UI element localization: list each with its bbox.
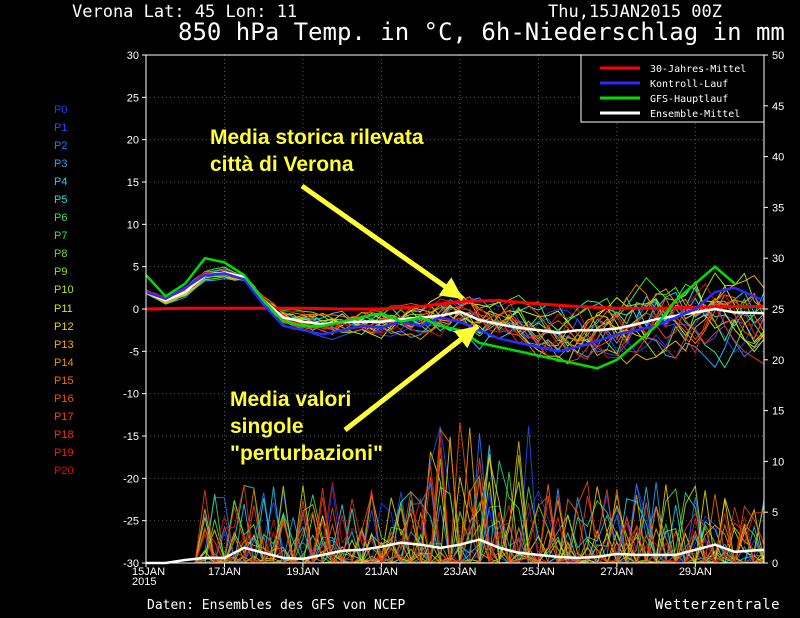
member-precip-line	[146, 422, 765, 565]
member-label-p16: P16	[54, 392, 74, 405]
member-label-p12: P12	[54, 320, 74, 333]
legend-entry: GFS-Hauptlauf	[650, 94, 728, 105]
member-label-p9: P9	[54, 266, 68, 279]
member-label-p18: P18	[54, 428, 74, 441]
member-label-p8: P8	[54, 248, 68, 261]
member-label-p15: P15	[54, 374, 74, 387]
data-credit: Daten: Ensembles des GFS von NCEP	[147, 598, 406, 613]
x-tick-label: 27JAN	[600, 566, 633, 578]
station-label: Verona Lat: 45 Lon: 11	[72, 2, 298, 22]
x-tick-label: 21JAN	[365, 566, 398, 578]
left-tick-label: 10	[127, 219, 139, 231]
member-label-p3: P3	[54, 158, 68, 171]
annotation-ensemble-mean: Media valori singole "perturbazioni"	[230, 388, 383, 465]
left-tick-label: 15	[127, 177, 139, 189]
x-tick-label: 29JAN	[679, 566, 712, 578]
annotation-historical-mean: Media storica rilevata città di Verona	[210, 126, 424, 176]
left-tick-label: -5	[129, 346, 139, 358]
left-tick-label: 0	[133, 304, 139, 316]
left-tick-label: 30	[127, 50, 139, 62]
member-label-p10: P10	[54, 284, 74, 297]
left-tick-label: 5	[133, 262, 139, 274]
left-tick-label: -25	[123, 516, 139, 528]
series-gfs-hauptlauf	[145, 256, 736, 370]
legend: 30-Jahres-Mittel Kontroll-Lauf GFS-Hauptla…	[580, 54, 765, 123]
right-tick-label: 40	[772, 152, 784, 164]
member-precip-line	[146, 465, 765, 565]
legend-box	[580, 54, 765, 123]
x-tick-label: 25JAN	[522, 566, 555, 578]
member-label-p19: P19	[54, 446, 74, 459]
series-kontroll-lauf	[145, 272, 765, 353]
chart-title: 850 hPa Temp. in °C, 6h-Niederschlag in …	[178, 18, 785, 46]
arrow-head	[438, 277, 463, 299]
member-label-p4: P4	[54, 176, 68, 189]
left-tick-label: -15	[123, 431, 139, 443]
member-label-p20: P20	[54, 464, 74, 477]
arrow-shaft	[300, 183, 465, 302]
left-tick-label: 20	[127, 135, 139, 147]
x-tick-label: 15JAN	[132, 566, 165, 578]
member-label-p11: P11	[54, 302, 73, 315]
arrow-shaft	[343, 324, 480, 432]
right-tick-label: 15	[772, 406, 784, 418]
right-tick-label: 10	[772, 456, 784, 468]
member-label-p2: P2	[54, 140, 68, 153]
left-tick-label: -20	[123, 473, 139, 485]
legend-entry: Ensemble-Mittel	[650, 109, 740, 120]
left-tick-label: 25	[127, 92, 139, 104]
right-tick-label: 50	[772, 50, 784, 62]
tick-labels: 302520151050-5-10-15-20-25-3050454035302…	[123, 50, 784, 588]
right-tick-label: 30	[772, 253, 784, 265]
member-label-p1: P1	[54, 122, 68, 135]
right-tick-label: 45	[772, 101, 784, 113]
arrow-head	[453, 326, 478, 349]
member-label-p17: P17	[54, 410, 74, 423]
main-series-lines	[145, 256, 765, 565]
member-label-p13: P13	[54, 338, 74, 351]
x-tick-label: 23JAN	[443, 566, 476, 578]
member-label-p14: P14	[54, 356, 74, 369]
series-ensemble-mittel	[146, 538, 765, 565]
member-label-p5: P5	[54, 194, 68, 207]
legend-entry: Kontroll-Lauf	[650, 79, 728, 90]
legend-entry: 30-Jahres-Mittel	[650, 64, 746, 75]
left-tick-label: -10	[123, 389, 139, 401]
right-tick-label: 0	[772, 558, 778, 570]
x-tick-label: 19JAN	[286, 566, 319, 578]
member-list: P0 P1 P2 P3 P4 P5 P6 P7 P8 P9 P10 P11 P12 P13 P14 P15 P1…	[54, 101, 74, 480]
right-tick-label: 25	[772, 304, 784, 316]
x-tick-label: 17JAN	[208, 566, 241, 578]
run-datetime: Thu,15JAN2015 00Z	[548, 2, 722, 22]
brand-label: Wetterzentrale	[655, 597, 781, 613]
year-label: 2015	[132, 576, 156, 588]
left-tick-label: -30	[123, 558, 139, 570]
member-label-p0: P0	[54, 104, 68, 116]
right-tick-label: 20	[772, 355, 784, 367]
member-precip-line	[146, 458, 765, 565]
right-tick-label: 5	[772, 507, 778, 519]
member-label-p6: P6	[54, 212, 68, 225]
axes	[142, 54, 768, 567]
member-precip-line	[146, 447, 765, 565]
annotation-arrows	[300, 183, 480, 432]
right-tick-label: 35	[772, 202, 784, 214]
member-label-p7: P7	[54, 230, 68, 243]
